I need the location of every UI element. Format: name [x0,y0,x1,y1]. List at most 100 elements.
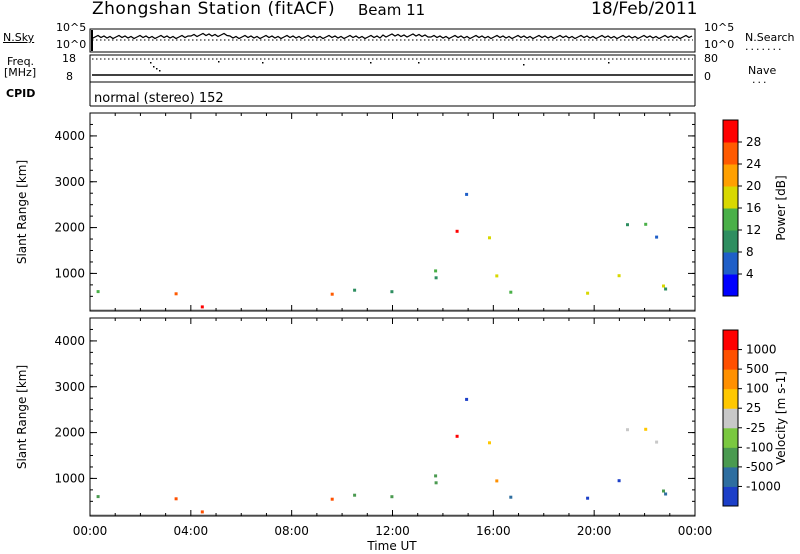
ytick-label: 2000 [54,426,85,440]
colorbar-segment [723,427,738,448]
echo-cell [465,192,469,196]
colorbar-label: Power [dB] [774,175,788,240]
colorbar-segment [723,369,738,390]
nsky-strip-frame [89,28,696,53]
echo-cell [664,492,668,496]
mode-label: normal (stereo) 152 [94,91,224,106]
power-panel: 4000 3000 2000 1000 Slant Range [km] [15,112,696,312]
echo-cell [662,489,665,493]
echo-cell [330,497,334,501]
xtick-label: 08:00 [274,524,309,538]
colorbar-segment [723,164,738,187]
tick-right-top-low: 10^0 [704,38,735,51]
nave-label: Nave [748,64,777,77]
echo-cell [488,236,491,240]
plot-title: Zhongshan Station (fitACF) [92,0,336,19]
colorbar-segment [723,230,738,253]
time-axis: 00:00 04:00 08:00 12:00 16:00 20:00 00:00 Time … [73,524,713,553]
nsearch-label: N.Search [745,31,795,44]
echo-cell [488,441,491,445]
echo-cell [200,305,204,309]
echo-cell [655,235,659,239]
ytick-label: 4000 [54,129,85,143]
colorbar-segment [723,186,738,209]
tick-left-freq-high: 18 [62,52,76,65]
echo-cell [390,290,394,294]
colorbar-tick-label: 8 [746,245,754,259]
colorbar-segment [723,408,738,429]
nave-dot [156,68,158,70]
colorbar-segment [723,447,738,468]
colorbar-tick-label: 500 [746,362,769,376]
echo-cell [626,223,629,227]
colorbar-segment [723,466,738,487]
colorbar-tick-label: 4 [746,267,754,281]
ytick-label: 3000 [54,175,85,189]
colorbar-label: Velocity [m s-1] [774,371,788,465]
echo-cell [617,274,621,278]
colorbar-segment [723,349,738,370]
colorbar-tick-label: 100 [746,382,769,396]
echo-cell [200,510,204,514]
colorbar-tick-label: 20 [746,179,761,193]
freq-strip-frame [89,54,696,83]
freq-units-label: [MHz] [4,66,37,79]
echo-cell [434,276,438,280]
strip-traces [91,30,693,76]
echo-cell [662,284,665,288]
nave-dot [150,62,152,64]
xtick-label: 16:00 [476,524,511,538]
colorbar-tick-label: -500 [746,460,773,474]
plot-date: 18/Feb/2011 [591,0,698,19]
echo-cell [465,397,469,401]
ylabel: Slant Range [km] [15,160,29,264]
nave-dot [262,62,264,64]
echo-cell [495,274,499,278]
ytick-label: 2000 [54,221,85,235]
velocity-colorbar: 1000 500 100 25 -25 -100 -500 -1000 Velocity [m … [722,329,788,507]
xtick-label: 00:00 [73,524,108,538]
echo-cell [455,229,459,233]
nave-dot [370,62,372,64]
colorbar-tick-label: -100 [746,440,773,454]
echo-cell [174,292,178,296]
ylabel: Slant Range [km] [15,365,29,469]
colorbar-tick-label: 24 [746,157,761,171]
echo-cell [174,497,178,501]
tick-left-top-low: 10^0 [56,38,87,51]
ytick-label: 1000 [54,266,85,280]
velocity-panel: 4000 3000 2000 1000 Slant Range [km] [15,317,696,517]
panel-frame [89,112,696,312]
ytick-label: 3000 [54,380,85,394]
colorbar-segment [723,388,738,409]
ytick-label: 1000 [54,471,85,485]
echo-cell [626,428,629,432]
echo-cell [455,434,459,438]
nsky-label: N.Sky [3,31,35,44]
beam-label: Beam 11 [358,1,426,19]
echo-cell [330,292,334,296]
tick-right-nave-low: 0 [704,70,711,83]
nave-dot [218,61,220,63]
freq-label: Freq. [7,55,35,68]
nave-legend: ··· [752,76,769,89]
colorbar-frame [722,329,739,507]
colorbar-tick-label: 16 [746,201,761,215]
colorbar-tick-label: -1000 [746,479,781,493]
echo-cell [644,222,648,226]
nave-dot [523,64,525,66]
colorbar-segment [723,486,738,507]
echo-cell [96,495,100,499]
xtick-label: 00:00 [678,524,713,538]
echo-cell [434,481,438,485]
echo-cell [655,440,659,444]
echo-cell [434,269,438,273]
xtick-label: 12:00 [375,524,410,538]
echo-cell [509,495,513,499]
nave-dot [153,66,155,68]
colorbar-tick-label: 25 [746,401,761,415]
xtick-label: 20:00 [577,524,612,538]
echo-cell [586,496,590,500]
tick-right-top-high: 10^5 [704,21,735,34]
